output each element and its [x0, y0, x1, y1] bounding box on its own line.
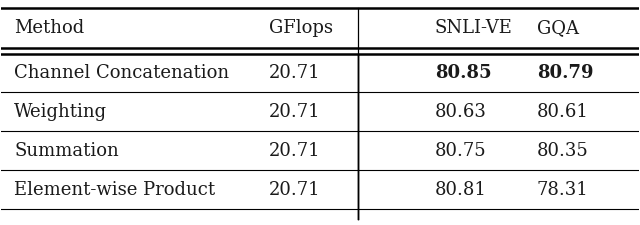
Text: 80.61: 80.61 — [537, 103, 589, 121]
Text: Method: Method — [14, 19, 84, 37]
Text: 20.71: 20.71 — [269, 181, 321, 199]
Text: Element-wise Product: Element-wise Product — [14, 181, 215, 199]
Text: 20.71: 20.71 — [269, 142, 321, 160]
Text: 80.85: 80.85 — [435, 64, 492, 82]
Text: SNLI-VE: SNLI-VE — [435, 19, 513, 37]
Text: 78.31: 78.31 — [537, 181, 588, 199]
Text: 80.63: 80.63 — [435, 103, 486, 121]
Text: 20.71: 20.71 — [269, 103, 321, 121]
Text: Channel Concatenation: Channel Concatenation — [14, 64, 229, 82]
Text: GFlops: GFlops — [269, 19, 333, 37]
Text: 80.81: 80.81 — [435, 181, 486, 199]
Text: 20.71: 20.71 — [269, 64, 321, 82]
Text: Weighting: Weighting — [14, 103, 108, 121]
Text: Summation: Summation — [14, 142, 119, 160]
Text: 80.79: 80.79 — [537, 64, 593, 82]
Text: 80.75: 80.75 — [435, 142, 486, 160]
Text: 80.35: 80.35 — [537, 142, 588, 160]
Text: GQA: GQA — [537, 19, 579, 37]
